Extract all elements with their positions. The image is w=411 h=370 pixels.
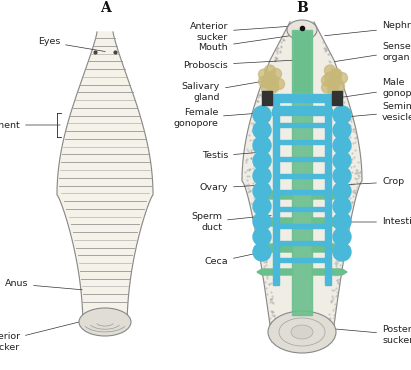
Text: Male
gonopore: Male gonopore: [340, 78, 411, 98]
Polygon shape: [332, 91, 342, 105]
Circle shape: [337, 73, 347, 84]
Text: Crop: Crop: [343, 178, 404, 186]
Text: B: B: [296, 1, 308, 15]
Circle shape: [328, 77, 339, 88]
Text: Salivary
gland: Salivary gland: [182, 78, 279, 102]
Circle shape: [333, 167, 351, 185]
Circle shape: [253, 243, 271, 261]
Circle shape: [333, 182, 351, 200]
Polygon shape: [276, 123, 328, 127]
Polygon shape: [242, 22, 362, 340]
Text: Mouth: Mouth: [199, 34, 299, 51]
Circle shape: [333, 212, 351, 231]
Circle shape: [328, 78, 339, 90]
Circle shape: [259, 76, 270, 87]
Text: Anus: Anus: [5, 279, 82, 290]
Ellipse shape: [287, 20, 317, 40]
Polygon shape: [276, 157, 328, 161]
Circle shape: [253, 212, 271, 231]
Circle shape: [325, 72, 335, 83]
Circle shape: [253, 121, 271, 139]
Circle shape: [268, 82, 279, 93]
Polygon shape: [276, 258, 328, 262]
Circle shape: [324, 65, 335, 76]
Polygon shape: [254, 244, 292, 252]
Polygon shape: [276, 224, 328, 228]
Circle shape: [265, 65, 275, 76]
Polygon shape: [276, 106, 328, 110]
Text: Posterior
sucker: Posterior sucker: [0, 321, 84, 352]
Polygon shape: [273, 102, 279, 285]
Circle shape: [330, 68, 342, 80]
Circle shape: [328, 84, 339, 95]
Polygon shape: [276, 241, 328, 245]
Text: Anterior
sucker: Anterior sucker: [189, 22, 291, 42]
Polygon shape: [292, 30, 312, 315]
Polygon shape: [262, 91, 272, 105]
Text: Sperm
duct: Sperm duct: [191, 212, 271, 232]
Ellipse shape: [291, 325, 313, 339]
Circle shape: [253, 167, 271, 185]
Circle shape: [333, 197, 351, 215]
Polygon shape: [294, 32, 310, 92]
Circle shape: [333, 243, 351, 261]
Ellipse shape: [79, 308, 131, 336]
Polygon shape: [312, 191, 347, 199]
Circle shape: [273, 78, 284, 90]
Polygon shape: [312, 269, 347, 275]
Circle shape: [253, 152, 271, 170]
Polygon shape: [276, 140, 328, 144]
Polygon shape: [257, 269, 292, 275]
Text: Ovary: Ovary: [199, 184, 261, 192]
Text: Segment: Segment: [0, 121, 60, 130]
Circle shape: [268, 81, 279, 91]
Circle shape: [321, 82, 332, 93]
Text: A: A: [99, 1, 111, 15]
Text: Nephridiopore: Nephridiopore: [325, 21, 411, 36]
Circle shape: [265, 72, 275, 83]
Text: Testis: Testis: [202, 151, 261, 161]
Circle shape: [333, 121, 351, 139]
Circle shape: [253, 182, 271, 200]
Circle shape: [333, 81, 344, 91]
Circle shape: [265, 73, 275, 84]
Polygon shape: [312, 244, 350, 252]
Polygon shape: [276, 174, 328, 178]
Circle shape: [270, 68, 282, 80]
Circle shape: [253, 228, 271, 246]
Polygon shape: [312, 218, 350, 226]
Polygon shape: [254, 218, 292, 226]
Text: Posterior
sucker: Posterior sucker: [327, 325, 411, 345]
Text: Female
gonopore: Female gonopore: [173, 108, 271, 128]
Text: Intestine: Intestine: [340, 218, 411, 226]
Circle shape: [261, 77, 272, 88]
Circle shape: [253, 106, 271, 124]
Circle shape: [333, 106, 351, 124]
Circle shape: [330, 76, 342, 87]
Polygon shape: [325, 102, 331, 285]
Text: Proboscis: Proboscis: [183, 60, 294, 70]
Polygon shape: [267, 94, 337, 102]
Polygon shape: [257, 191, 292, 199]
Text: Ceca: Ceca: [204, 250, 269, 266]
Circle shape: [333, 152, 351, 170]
Polygon shape: [57, 32, 153, 328]
Circle shape: [330, 69, 342, 80]
Circle shape: [268, 75, 279, 86]
Circle shape: [261, 84, 272, 95]
Circle shape: [321, 75, 332, 86]
Circle shape: [333, 228, 351, 246]
Polygon shape: [276, 207, 328, 211]
Circle shape: [253, 197, 271, 215]
Text: Sense
organ: Sense organ: [335, 42, 411, 62]
Ellipse shape: [268, 311, 336, 353]
Circle shape: [253, 137, 271, 154]
Circle shape: [259, 69, 270, 80]
Text: Eyes: Eyes: [38, 37, 105, 51]
Polygon shape: [272, 109, 332, 115]
Polygon shape: [276, 191, 328, 195]
Circle shape: [333, 137, 351, 154]
Text: Seminal
vesicle: Seminal vesicle: [337, 102, 411, 122]
